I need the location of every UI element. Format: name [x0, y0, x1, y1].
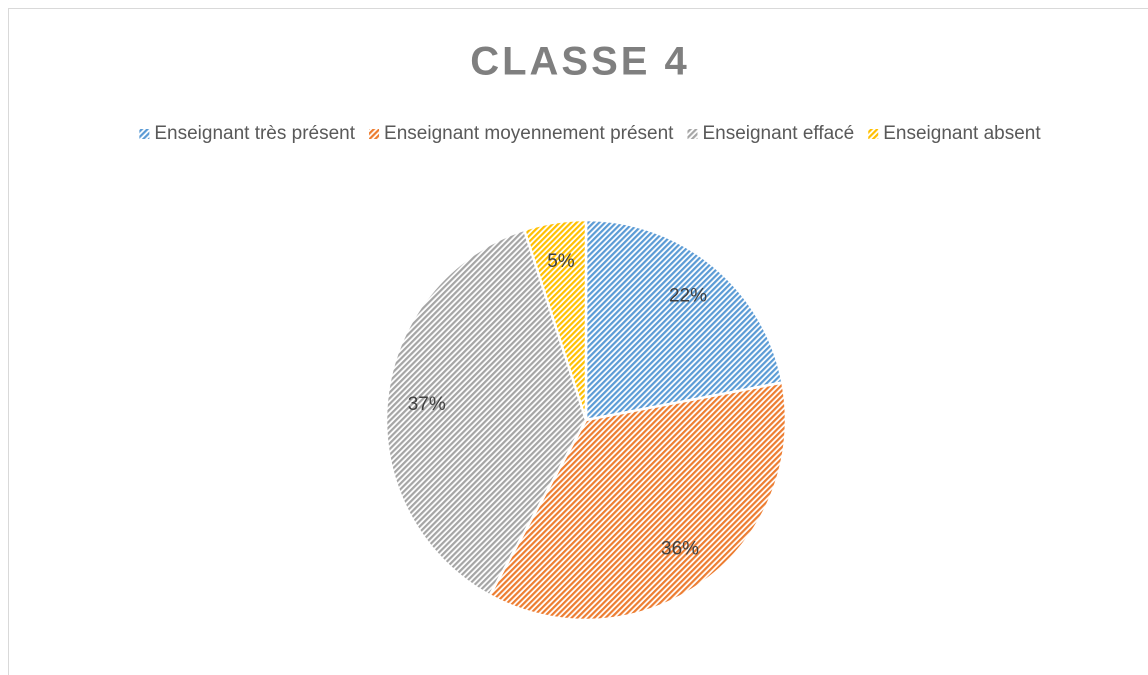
- chart-border: [8, 8, 1148, 675]
- legend-label: Enseignant effacé: [702, 123, 854, 144]
- legend-swatch: [868, 129, 879, 139]
- data-label: 37%: [408, 394, 446, 415]
- legend-label: Enseignant moyennement présent: [384, 123, 674, 144]
- data-label: 22%: [669, 286, 707, 307]
- pie-slice: [384, 228, 588, 597]
- legend-label: Enseignant absent: [883, 123, 1041, 144]
- legend-swatch: [139, 129, 150, 139]
- legend-label: Enseignant très présent: [154, 123, 355, 144]
- chart-title: CLASSE 4: [470, 40, 690, 84]
- pie-slice: [487, 381, 788, 622]
- data-label: 5%: [547, 251, 575, 272]
- legend-swatch: [687, 129, 698, 139]
- legend: Enseignant très présent Enseignant moyenn…: [139, 123, 1041, 144]
- pie-slice: [522, 218, 588, 421]
- legend-swatch: [369, 129, 380, 139]
- pie-slice: [584, 218, 784, 422]
- data-label: 36%: [661, 538, 699, 559]
